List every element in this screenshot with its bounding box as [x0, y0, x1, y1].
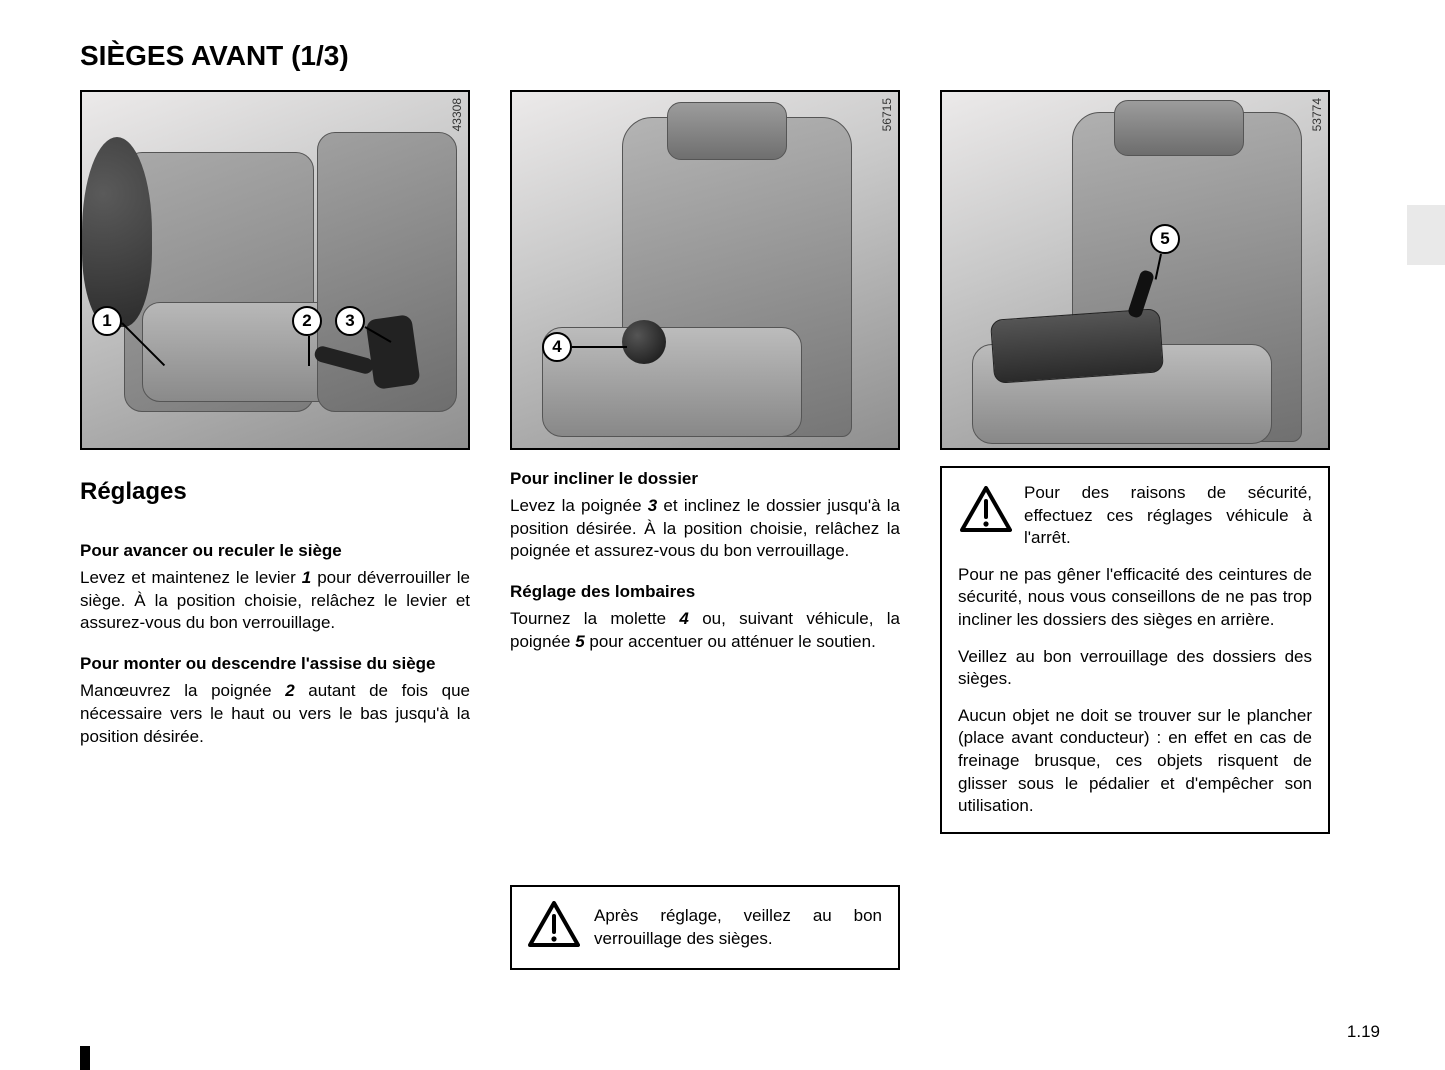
- para-lumbar: Tournez la molette 4 ou, suivant véhicul…: [510, 608, 900, 653]
- figure-1-code: 43308: [450, 98, 464, 131]
- warning-small-text: Après réglage, veillez au bon verrouilla…: [594, 905, 882, 950]
- figure-3: 53774 5: [940, 90, 1330, 450]
- figure-2-code: 56715: [880, 98, 894, 131]
- subhead-lumbar: Réglage des lombaires: [510, 581, 900, 602]
- page-title: SIÈGES AVANT (1/3): [80, 40, 1380, 72]
- warn-large-p4: Aucun objet ne doit se trouver sur le pl…: [958, 705, 1312, 818]
- para-forward-back: Levez et maintenez le levier 1 pour déve…: [80, 567, 470, 635]
- figure-2: 56715 4: [510, 90, 900, 450]
- callout-4: 4: [542, 332, 572, 362]
- callout-5: 5: [1150, 224, 1180, 254]
- section-subtitle: Réglages: [80, 478, 470, 506]
- page: SIÈGES AVANT (1/3) 43308 1 2 3: [0, 0, 1445, 1070]
- subhead-raise-lower: Pour monter ou descendre l'assise du siè…: [80, 653, 470, 674]
- warning-icon: [528, 901, 580, 954]
- content-columns: 43308 1 2 3 Réglages Pour avancer ou rec…: [80, 90, 1380, 970]
- para-recline: Levez la poignée 3 et inclinez le dossie…: [510, 495, 900, 563]
- callout-1: 1: [92, 306, 122, 336]
- column-1: 43308 1 2 3 Réglages Pour avancer ou rec…: [80, 90, 470, 970]
- crop-mark: [80, 1046, 90, 1070]
- subhead-recline: Pour incliner le dossier: [510, 468, 900, 489]
- warning-icon: [960, 486, 1012, 539]
- warning-box-small: Après réglage, veillez au bon verrouilla…: [510, 885, 900, 970]
- page-number: 1.19: [1347, 1022, 1380, 1042]
- warn-large-p2: Pour ne pas gêner l'efficacité des ceint…: [958, 564, 1312, 632]
- figure-3-code: 53774: [1310, 98, 1324, 131]
- warn-large-p3: Veillez au bon verrouillage des dossiers…: [958, 646, 1312, 691]
- para-raise-lower: Manœuvrez la poignée 2 autant de fois qu…: [80, 680, 470, 748]
- figure-1: 43308 1 2 3: [80, 90, 470, 450]
- subhead-forward-back: Pour avancer ou reculer le siège: [80, 540, 470, 561]
- column-3: 53774 5 P: [940, 90, 1330, 970]
- callout-2: 2: [292, 306, 322, 336]
- callout-3: 3: [335, 306, 365, 336]
- warning-box-large: Pour des raisons de sécurité, effectuez …: [940, 466, 1330, 834]
- column-2: 56715 4 Pour incliner le dossier Levez l…: [510, 90, 900, 970]
